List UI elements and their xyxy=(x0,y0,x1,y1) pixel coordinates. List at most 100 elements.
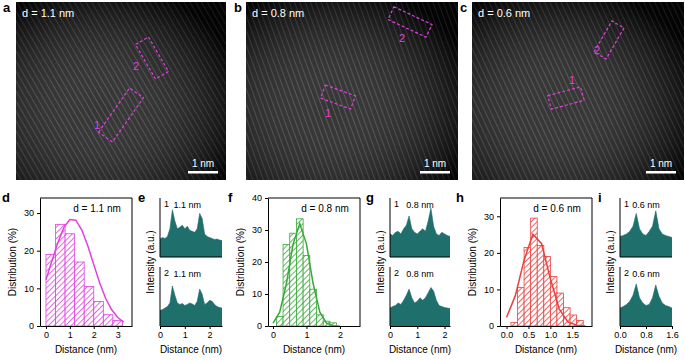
tick: 20 xyxy=(24,246,40,256)
tick: 30 xyxy=(24,208,40,218)
tick-mark xyxy=(273,326,274,329)
y-axis: 0 10 20 30 xyxy=(24,199,41,332)
tick-label: 0.8 xyxy=(640,330,653,340)
tick-label: 3 xyxy=(116,330,121,340)
annotation: 0.8 nm xyxy=(406,269,434,279)
tick-mark xyxy=(70,326,71,329)
tick-label: 1.0 xyxy=(545,330,558,340)
micrograph: d = 0.6 nm1 nm12 xyxy=(472,2,684,180)
tick-mark xyxy=(417,326,418,329)
fit-line xyxy=(507,234,586,326)
tick-label: 10 xyxy=(24,284,34,294)
tick: 1.5 xyxy=(567,326,580,340)
axis-line xyxy=(268,199,269,327)
tick-label: 1 xyxy=(183,330,188,340)
tick-label: 1 xyxy=(415,330,420,340)
axis-line xyxy=(390,198,391,257)
plot-area xyxy=(620,211,672,257)
tick: 0 xyxy=(44,326,49,340)
tick-label: 2 xyxy=(338,330,343,340)
image-label: d = 0.8 nm xyxy=(252,7,304,19)
tick-mark xyxy=(265,294,268,295)
tick-label: 1 xyxy=(68,330,73,340)
region-label: 2 xyxy=(133,60,139,72)
tick-mark xyxy=(390,326,391,329)
axis-line xyxy=(620,257,672,258)
tick: 0 xyxy=(158,326,163,340)
region-label: 1 xyxy=(94,119,100,131)
axis-line xyxy=(160,198,161,257)
tick: 1 xyxy=(183,326,188,340)
frame-line xyxy=(40,198,132,199)
frame-line xyxy=(268,198,360,199)
x-axis-title: Distance (nm) xyxy=(389,344,451,355)
bar xyxy=(511,322,518,326)
fit-line xyxy=(46,219,124,322)
frame-line xyxy=(592,198,593,326)
panel-letter: f xyxy=(228,190,233,205)
region-box xyxy=(321,85,356,109)
tick-mark xyxy=(265,326,268,327)
tick-mark xyxy=(445,326,446,329)
tick: 1 xyxy=(415,326,420,340)
region-box xyxy=(548,87,584,109)
region-label: 1 xyxy=(569,74,575,86)
tick-label: 0 xyxy=(29,321,34,331)
bar xyxy=(75,262,85,326)
tick-mark xyxy=(497,289,500,290)
tick-mark xyxy=(118,326,119,329)
tick: 10 xyxy=(252,289,268,299)
y-axis: 010203040 xyxy=(252,193,269,331)
tick-mark xyxy=(497,216,500,217)
tick-label: 1 xyxy=(304,330,309,340)
tick-label: 10 xyxy=(252,289,262,299)
annotation: d = 1.1 nm xyxy=(73,203,121,214)
panel-letter: a xyxy=(3,0,11,15)
tick-label: 30 xyxy=(252,225,262,235)
region-box xyxy=(594,21,624,59)
region-box xyxy=(388,7,432,37)
tick: 2 xyxy=(443,326,448,340)
tick: 0 xyxy=(489,321,500,331)
profile-label: 2 xyxy=(394,268,399,278)
bar xyxy=(296,219,303,326)
annotation: d = 0.8 nm xyxy=(301,203,349,214)
bar xyxy=(56,224,66,326)
bar xyxy=(518,288,525,326)
x-axis-title: Distance (nm) xyxy=(615,344,677,355)
annotation: d = 0.6 nm xyxy=(533,203,581,214)
x-axis-title: Distance (nm) xyxy=(283,344,345,355)
tick: 0 xyxy=(388,326,393,340)
profile-label: 2 xyxy=(164,268,169,278)
plot-area xyxy=(620,284,672,326)
tick: 40 xyxy=(252,193,268,203)
x-axis: 0 1 2 3 xyxy=(41,326,133,340)
tick-label: 1.6 xyxy=(666,330,679,340)
bar xyxy=(303,256,310,326)
plot-area xyxy=(390,288,450,326)
panel-letter: g xyxy=(366,190,374,205)
profile-label: 1 xyxy=(624,199,629,209)
tick-label: 30 xyxy=(484,212,494,222)
tick: 0 xyxy=(271,326,276,340)
profile-label: 1 xyxy=(164,199,169,209)
tick: 2 xyxy=(338,326,343,340)
scale-bar xyxy=(646,171,676,174)
tick-label: 2 xyxy=(92,330,97,340)
axis-line xyxy=(161,326,223,327)
axis-line xyxy=(391,326,451,327)
tick-mark xyxy=(210,326,211,329)
tick-label: 0 xyxy=(44,330,49,340)
axis-line xyxy=(620,198,621,257)
region-label: 2 xyxy=(594,44,600,56)
profile-area xyxy=(390,208,450,257)
image-shading xyxy=(16,2,226,180)
region-box xyxy=(136,37,169,79)
tick-mark xyxy=(620,326,621,329)
tick-label: 0 xyxy=(158,330,163,340)
tick: 20 xyxy=(484,248,500,258)
frame-line xyxy=(360,198,361,326)
scale-bar-label: 1 nm xyxy=(424,158,446,169)
tick-label: 0.0 xyxy=(501,330,514,340)
tick-mark xyxy=(572,326,573,329)
